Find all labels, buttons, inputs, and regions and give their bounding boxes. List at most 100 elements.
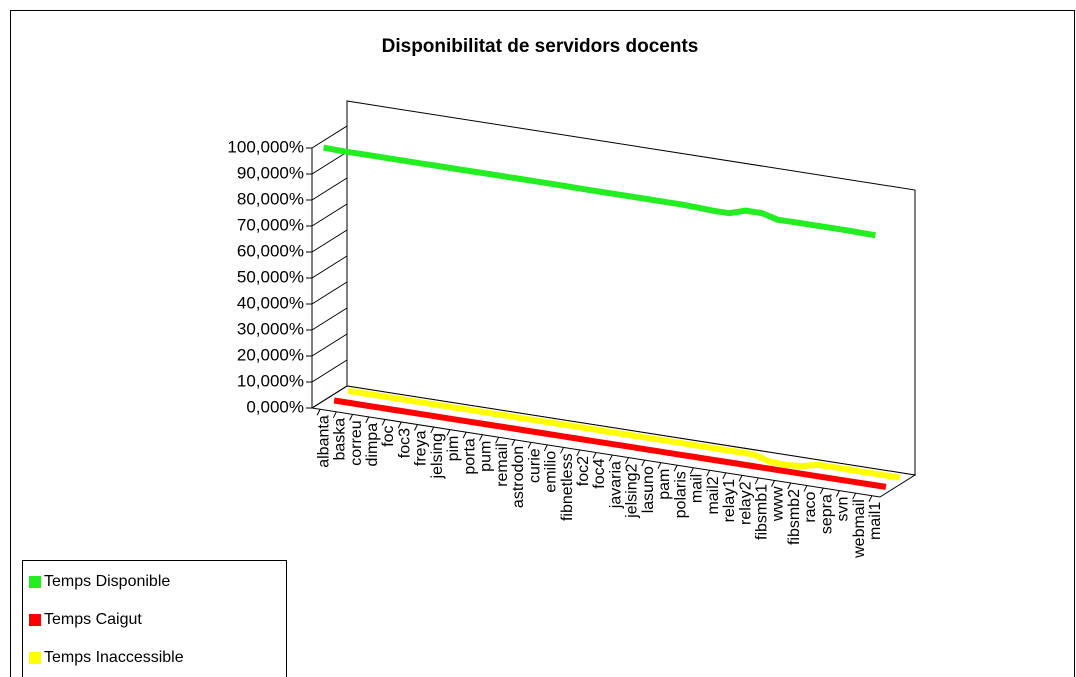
x-tick-label: svn xyxy=(835,497,852,522)
x-tick xyxy=(381,419,386,426)
x-tick-label: mail xyxy=(689,474,706,503)
y-tick-depth xyxy=(311,385,348,409)
x-tick xyxy=(689,467,694,474)
x-tick xyxy=(365,416,370,424)
x-tick-label: freya xyxy=(413,430,430,466)
y-tick-label: 0,000% xyxy=(246,397,304,416)
y-tick-depth xyxy=(311,307,348,331)
x-tick xyxy=(543,444,548,452)
x-tick-label: albanta xyxy=(315,415,332,468)
x-tick xyxy=(511,439,516,447)
x-tick-label: remail xyxy=(494,443,511,487)
x-tick-label: foc3 xyxy=(396,428,413,458)
x-tick-label: curie xyxy=(526,448,543,483)
x-tick-label: fibnetless xyxy=(559,453,576,521)
x-tick xyxy=(332,411,337,419)
legend-swatch xyxy=(29,614,41,626)
x-tick-label: webmail xyxy=(851,499,868,559)
y-tick-depth xyxy=(311,333,348,357)
x-tick xyxy=(673,464,678,472)
x-tick-label: sepra xyxy=(818,494,835,534)
x-tick-label: fibsmb2 xyxy=(786,489,803,545)
x-tick-label: www xyxy=(770,486,787,522)
x-tick xyxy=(527,442,532,449)
x-tick xyxy=(852,492,857,500)
y-tick-depth xyxy=(311,151,348,175)
x-tick xyxy=(592,452,597,459)
y-tick-label: 50,000% xyxy=(237,267,304,286)
y-tick-label: 100,000% xyxy=(227,137,304,156)
x-tick xyxy=(576,449,581,457)
x-tick xyxy=(560,447,564,454)
x-tick xyxy=(819,487,824,495)
y-tick-label: 80,000% xyxy=(237,189,304,208)
x-tick-label: javaria xyxy=(607,461,624,509)
x-tick xyxy=(722,472,727,480)
x-tick xyxy=(787,482,792,490)
x-tick-label: pam xyxy=(656,469,673,500)
x-tick-label: pum xyxy=(478,441,495,472)
x-tick-label: correu xyxy=(348,420,365,465)
series-line xyxy=(333,397,887,490)
x-tick-label: mail2 xyxy=(705,476,722,514)
x-tick xyxy=(349,414,354,421)
x-tick-label: pim xyxy=(445,436,462,462)
x-tick xyxy=(657,462,662,469)
y-tick-label: 30,000% xyxy=(237,319,304,338)
x-tick-label: astrodon xyxy=(510,446,527,508)
y-tick-label: 10,000% xyxy=(237,371,304,390)
x-tick xyxy=(462,431,467,439)
legend-label: Temps Inaccessible xyxy=(44,649,184,666)
y-tick-label: 70,000% xyxy=(237,215,304,234)
x-tick xyxy=(835,490,840,497)
y-tick-depth xyxy=(311,281,348,305)
y-tick-depth xyxy=(311,255,348,279)
x-tick xyxy=(771,480,775,487)
x-tick xyxy=(316,409,321,416)
x-tick xyxy=(641,459,646,467)
x-tick xyxy=(754,477,759,485)
x-tick xyxy=(414,424,418,431)
x-tick xyxy=(430,426,435,434)
x-tick-label: dimpa xyxy=(364,423,381,467)
x-tick xyxy=(803,485,808,492)
x-tick xyxy=(478,434,483,441)
x-tick xyxy=(608,454,613,462)
x-tick-label: relay1 xyxy=(721,479,738,523)
legend-box xyxy=(22,560,287,677)
x-tick-label: foc2 xyxy=(575,456,592,486)
x-tick xyxy=(446,429,451,436)
y-tick-label: 90,000% xyxy=(237,163,304,182)
y-tick-depth xyxy=(311,125,348,149)
legend-label: Temps Disponible xyxy=(44,573,170,590)
y-tick-depth xyxy=(311,359,348,383)
x-tick-label: mail1 xyxy=(867,502,884,540)
y-tick-label: 40,000% xyxy=(237,293,304,312)
x-tick-label: foc4 xyxy=(591,458,608,488)
x-tick-label: fibsmb1 xyxy=(754,484,771,540)
x-tick xyxy=(625,457,629,464)
series-line xyxy=(323,144,876,239)
x-tick-label: jelsing xyxy=(429,433,446,479)
x-tick-label: lasuno xyxy=(640,466,657,513)
x-tick-label: jelsing2 xyxy=(624,463,641,518)
series-line xyxy=(347,387,901,481)
y-tick-depth xyxy=(311,203,348,227)
x-tick xyxy=(738,475,743,482)
y-tick-depth xyxy=(311,177,348,201)
legend-swatch xyxy=(29,576,41,588)
y-tick-depth xyxy=(311,229,348,253)
legend-swatch xyxy=(29,652,41,664)
y-tick-label: 60,000% xyxy=(237,241,304,260)
x-tick-label: foc xyxy=(380,425,397,446)
x-tick-label: relay2 xyxy=(737,481,754,525)
x-tick xyxy=(495,437,500,444)
x-tick xyxy=(868,495,873,502)
x-tick-label: porta xyxy=(461,438,478,475)
x-tick xyxy=(397,421,402,429)
chart-title: Disponibilitat de servidors docents xyxy=(382,36,699,57)
x-tick-label: polaris xyxy=(672,471,689,518)
y-tick-label: 20,000% xyxy=(237,345,304,364)
x-tick xyxy=(706,470,711,477)
